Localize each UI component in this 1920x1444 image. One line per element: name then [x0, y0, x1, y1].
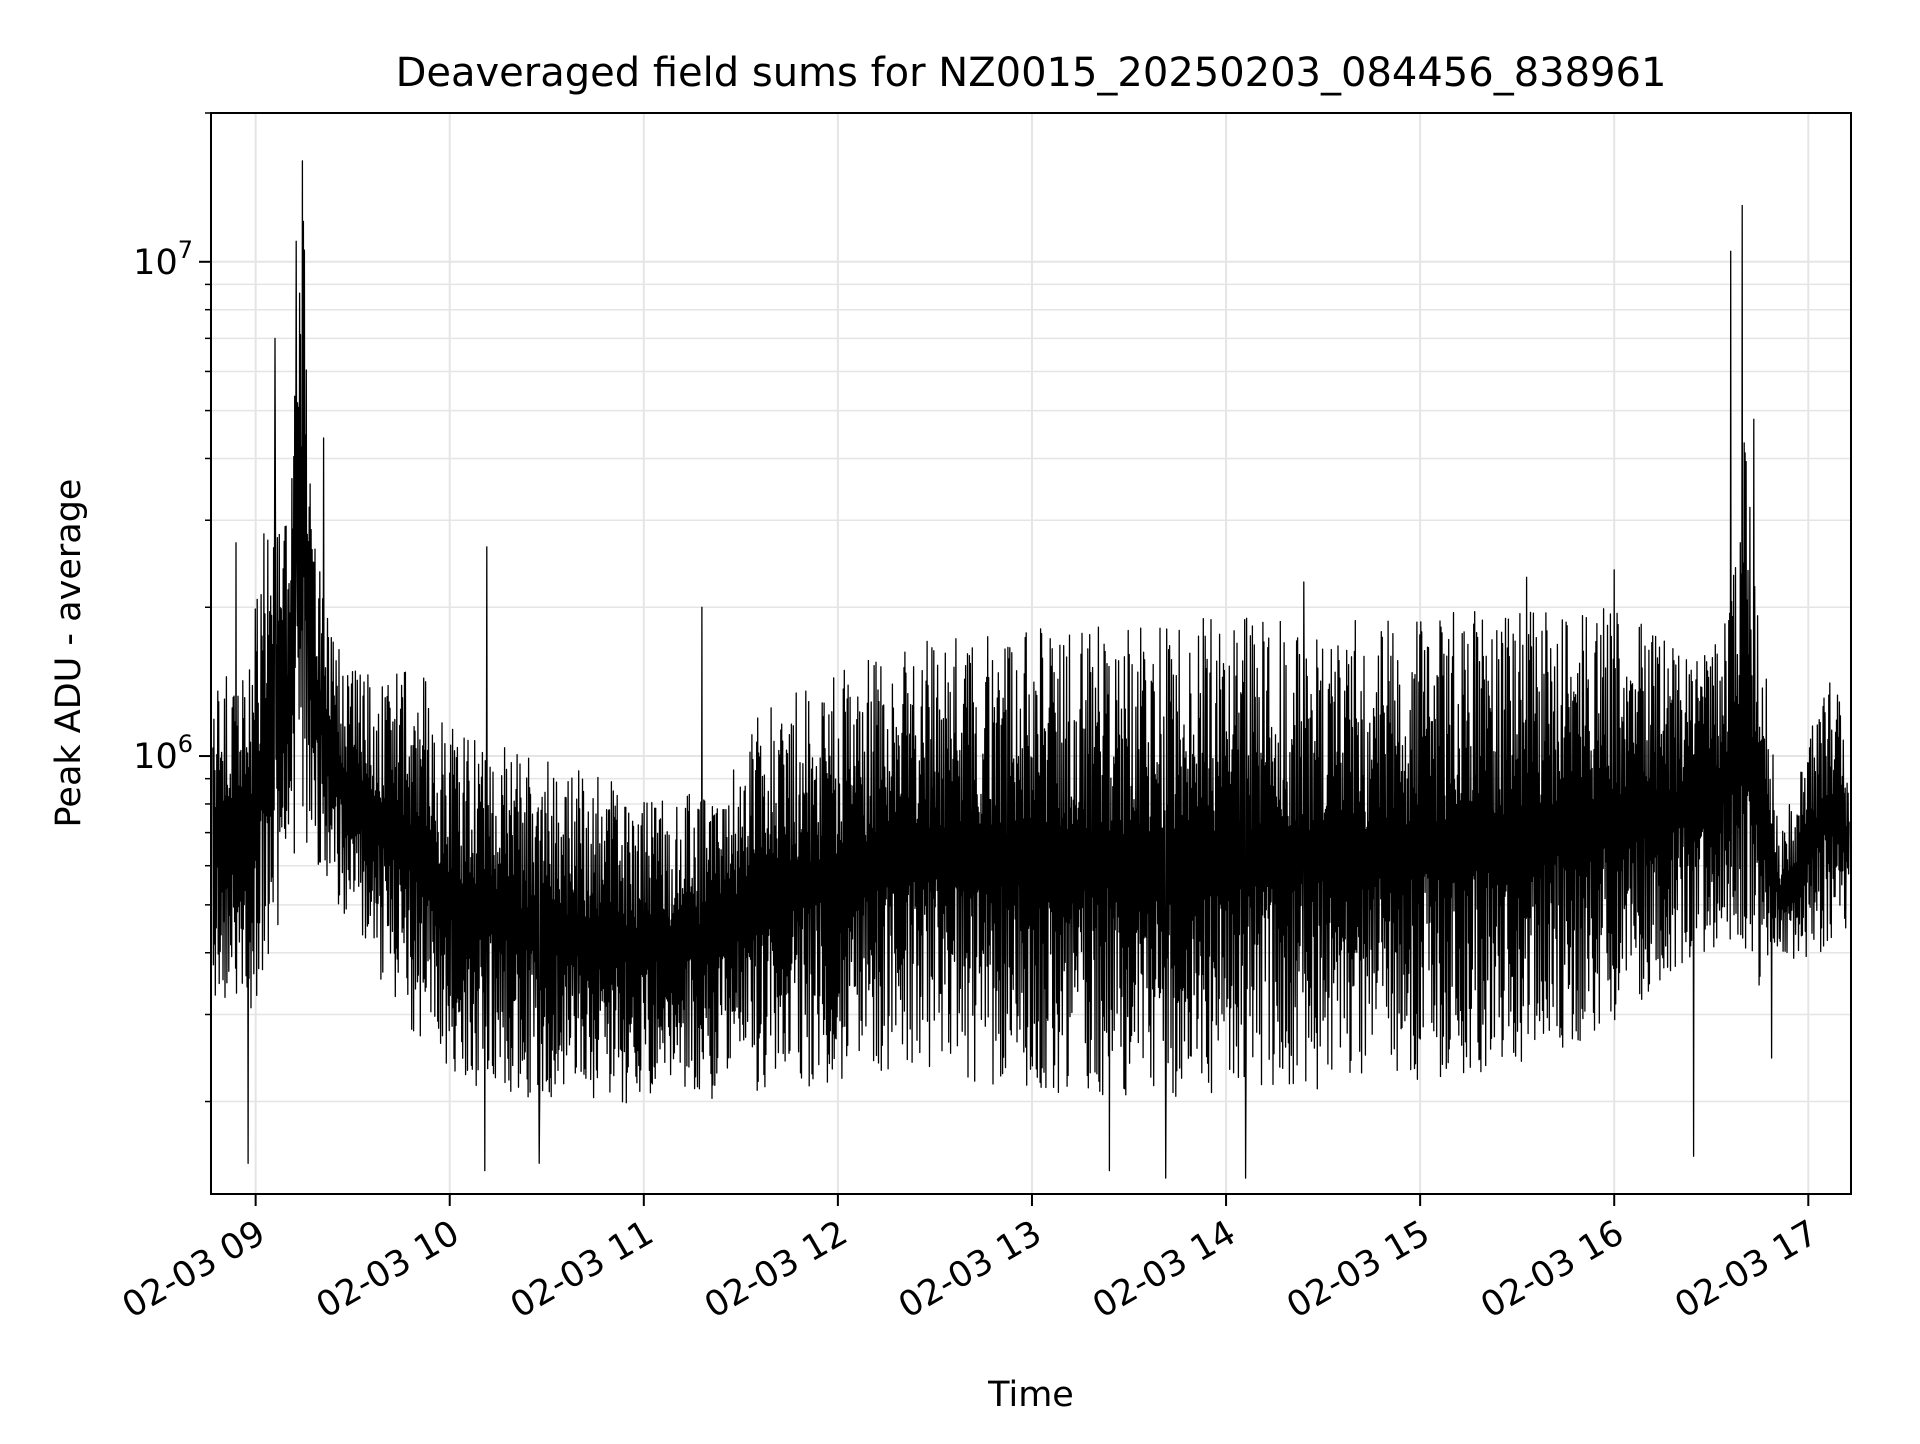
x-tick-label: 02-03 17: [1669, 1213, 1825, 1326]
x-tick-label: 02-03 15: [1280, 1213, 1436, 1326]
grid-layer: [211, 112, 1851, 1194]
x-tick-label: 02-03 14: [1086, 1213, 1242, 1326]
chart-title: Deaveraged field sums for NZ0015_2025020…: [396, 50, 1667, 96]
series-line: [212, 160, 1850, 1179]
x-tick-label: 02-03 16: [1474, 1213, 1630, 1326]
y-tick-label: 106: [133, 730, 193, 777]
x-tick-label: 02-03 12: [698, 1213, 854, 1326]
x-tick-label: 02-03 10: [310, 1213, 466, 1326]
x-tick-label: 02-03 13: [892, 1213, 1048, 1326]
y-tick-label: 107: [133, 236, 193, 283]
x-axis-label: Time: [987, 1375, 1074, 1415]
x-tick-label: 02-03 11: [504, 1213, 660, 1326]
series-layer: [212, 160, 1850, 1179]
y-axis-label: Peak ADU - average: [49, 479, 89, 828]
x-tick-label: 02-03 09: [116, 1213, 272, 1326]
